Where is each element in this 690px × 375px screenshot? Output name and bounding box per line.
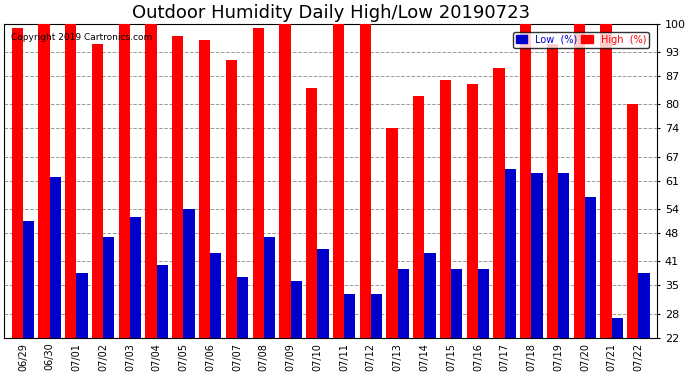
Bar [12,28,23,338]
Bar [290,282,302,338]
Bar [520,24,531,338]
Bar [157,266,168,338]
Bar [531,173,542,338]
Bar [279,24,290,338]
Bar [493,68,504,338]
Bar [23,221,34,338]
Bar [547,44,558,338]
Bar [424,253,435,338]
Bar [573,24,585,338]
Text: Copyright 2019 Cartronics.com: Copyright 2019 Cartronics.com [11,33,152,42]
Title: Outdoor Humidity Daily High/Low 20190723: Outdoor Humidity Daily High/Low 20190723 [132,4,530,22]
Bar [172,36,184,338]
Bar [558,173,569,338]
Bar [92,44,104,338]
Bar [39,24,50,338]
Bar [130,217,141,338]
Bar [119,24,130,338]
Bar [184,209,195,338]
Bar [317,249,328,338]
Bar [65,24,77,338]
Bar [210,253,221,338]
Bar [77,273,88,338]
Legend: Low  (%), High  (%): Low (%), High (%) [513,32,649,48]
Bar [478,269,489,338]
Bar [397,269,409,338]
Bar [264,237,275,338]
Bar [226,60,237,338]
Bar [612,318,623,338]
Bar [199,40,210,338]
Bar [237,278,248,338]
Bar [585,197,596,338]
Bar [371,294,382,338]
Bar [627,104,638,338]
Bar [504,169,516,338]
Bar [104,237,115,338]
Bar [146,24,157,338]
Bar [359,24,371,338]
Bar [466,84,478,338]
Bar [253,28,264,338]
Bar [440,80,451,338]
Bar [344,294,355,338]
Bar [638,273,650,338]
Bar [451,269,462,338]
Bar [600,24,612,338]
Bar [386,128,397,338]
Bar [306,88,317,338]
Bar [333,24,344,338]
Bar [50,177,61,338]
Bar [413,96,424,338]
